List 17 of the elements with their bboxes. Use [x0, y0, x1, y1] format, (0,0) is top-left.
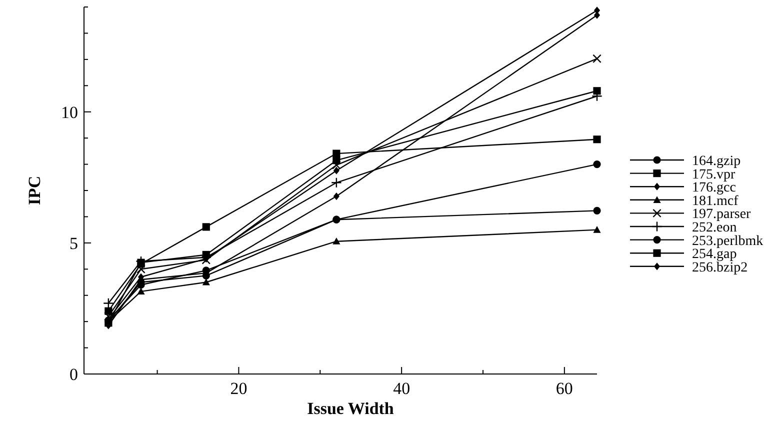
- legend-label: 175.vpr: [692, 167, 736, 182]
- x-axis-title: Issue Width: [307, 399, 394, 418]
- legend-label: 252.eon: [692, 220, 737, 236]
- y-tick-label: 5: [70, 234, 78, 253]
- legend-label: 254.gap: [692, 247, 737, 262]
- legend-label: 253.perlbmk: [692, 234, 764, 249]
- x-tick-label: 20: [230, 379, 248, 398]
- y-axis-title: IPC: [25, 176, 44, 206]
- x-tick-label: 40: [393, 379, 410, 398]
- x-tick-label: 60: [556, 379, 573, 398]
- y-tick-label: 10: [61, 102, 78, 122]
- legend-label: 181.mcf: [692, 194, 739, 209]
- legend-label: 256.bzip2: [692, 260, 748, 276]
- legend-label: 164.gzip: [692, 154, 741, 169]
- y-tick-label: 0: [70, 365, 78, 384]
- legend-label: 176.gcc: [692, 180, 736, 196]
- legend-label: 197.parser: [692, 207, 752, 222]
